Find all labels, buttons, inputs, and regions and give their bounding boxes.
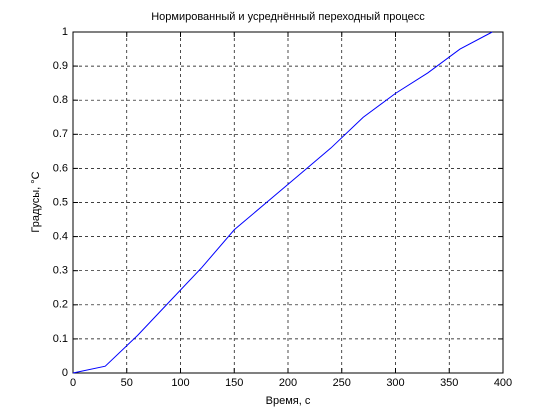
- y-tick-label: 0.5: [53, 196, 68, 208]
- y-tick-label: 0.4: [53, 231, 68, 243]
- y-tick-label: 0.9: [53, 60, 68, 72]
- x-tick-label: 400: [494, 377, 512, 389]
- chart-title: Нормированный и усреднённый переходный п…: [151, 11, 425, 23]
- plot-frame: [72, 31, 504, 374]
- x-tick-label: 300: [386, 377, 404, 389]
- y-tick-label: 0.1: [53, 333, 68, 345]
- data-line: [72, 31, 493, 374]
- x-tick-label: 250: [333, 377, 351, 389]
- x-tick-label: 50: [121, 377, 133, 389]
- x-tick-label: 100: [171, 377, 189, 389]
- y-tick-label: 0.3: [53, 265, 68, 277]
- y-axis-label: Градусы, °C: [30, 171, 42, 232]
- x-tick-label: 0: [70, 377, 76, 389]
- y-tick-label: 0.2: [53, 299, 68, 311]
- y-tick-label: 0: [62, 367, 68, 379]
- x-tick-label: 200: [279, 377, 297, 389]
- y-tick-label: 0.6: [53, 162, 68, 174]
- x-tick-label: 150: [225, 377, 243, 389]
- y-tick-label: 0.7: [53, 128, 68, 140]
- x-axis-label: Время, с: [266, 395, 311, 407]
- y-tick-label: 0.8: [53, 94, 68, 106]
- x-tick-label: 350: [440, 377, 458, 389]
- y-tick-label: 1: [62, 26, 68, 38]
